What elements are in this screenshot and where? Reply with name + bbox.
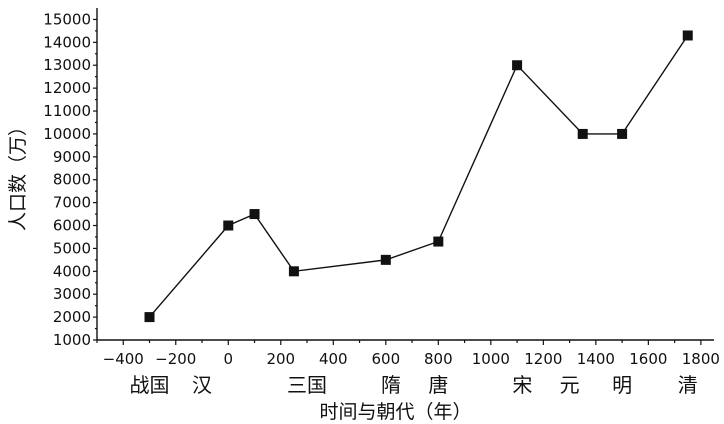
- y-tick-label: 10000: [43, 125, 91, 143]
- data-point-marker: [288, 266, 299, 277]
- x-axis-title: 时间与朝代（年）: [319, 401, 471, 423]
- y-tick-label: 8000: [53, 171, 91, 189]
- y-tick-label: 4000: [53, 262, 91, 280]
- era-label: 战国: [130, 373, 170, 397]
- y-tick-label: 1000: [53, 331, 91, 349]
- data-point-marker: [144, 312, 155, 323]
- y-tick-label: 3000: [53, 285, 91, 303]
- x-tick-label: 0: [224, 350, 234, 368]
- x-tick-label: 400: [319, 350, 348, 368]
- data-point-marker: [617, 128, 628, 139]
- y-tick-label: 13000: [43, 56, 91, 74]
- era-label: 唐: [428, 373, 448, 397]
- x-tick-label: 1600: [629, 350, 667, 368]
- series-layer: [144, 30, 693, 323]
- y-axis-title: 人口数（万）: [7, 117, 29, 231]
- data-point-marker: [249, 209, 260, 220]
- y-tick-label: 14000: [43, 33, 91, 51]
- y-tick-label: 15000: [43, 10, 91, 28]
- series-line: [148, 35, 689, 318]
- x-tick-label: 1800: [682, 350, 720, 368]
- era-label: 清: [678, 373, 698, 397]
- x-tick-label: 600: [371, 350, 400, 368]
- x-tick-label: 1400: [577, 350, 615, 368]
- era-label: 元: [560, 373, 580, 397]
- data-point-marker: [223, 220, 234, 231]
- era-label: 隋: [381, 373, 401, 397]
- x-tick-label: 200: [266, 350, 295, 368]
- x-tick-label: 1200: [524, 350, 562, 368]
- y-tick-label: 2000: [53, 308, 91, 326]
- x-tick-label: 1000: [472, 350, 510, 368]
- x-tick-label: −200: [155, 350, 196, 368]
- y-tick-label: 5000: [53, 239, 91, 257]
- label-layer: 1000200030004000500060007000800090001000…: [7, 10, 720, 423]
- x-tick-label: −400: [103, 350, 144, 368]
- axes: [96, 8, 714, 341]
- y-tick-label: 12000: [43, 79, 91, 97]
- data-point-marker: [380, 254, 391, 265]
- tick-marks: [93, 18, 702, 345]
- y-tick-label: 11000: [43, 102, 91, 120]
- y-tick-label: 7000: [53, 194, 91, 212]
- data-point-marker: [512, 60, 523, 71]
- era-label: 明: [612, 373, 632, 397]
- era-label: 汉: [192, 373, 212, 397]
- data-point-marker: [682, 30, 693, 41]
- x-tick-label: 800: [424, 350, 453, 368]
- y-tick-label: 6000: [53, 217, 91, 235]
- y-tick-label: 9000: [53, 148, 91, 166]
- era-label: 宋: [512, 373, 532, 397]
- data-point-marker: [577, 128, 588, 139]
- data-point-marker: [433, 236, 444, 247]
- era-label: 三国: [287, 373, 327, 397]
